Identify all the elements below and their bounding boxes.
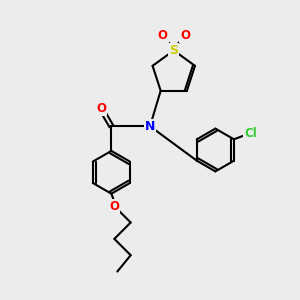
Text: O: O — [109, 200, 119, 213]
Text: O: O — [158, 29, 167, 42]
Text: O: O — [180, 29, 190, 42]
Text: Cl: Cl — [244, 127, 256, 140]
Text: O: O — [96, 102, 106, 115]
Text: N: N — [145, 120, 155, 133]
Text: S: S — [169, 44, 178, 57]
